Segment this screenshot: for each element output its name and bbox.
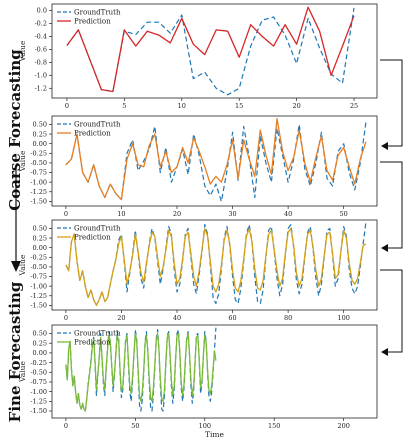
x-tick-label: 0 [64, 314, 68, 322]
y-tick-label: 0.00 [33, 244, 47, 252]
series-line-prediction [65, 118, 367, 201]
x-tick-label: 100 [337, 314, 349, 322]
legend-entry: GroundTruth [74, 329, 121, 337]
y-tick-label: -1.50 [30, 198, 47, 206]
x-tick-label: 40 [284, 210, 292, 218]
legend-entry: GroundTruth [74, 8, 121, 16]
y-tick-label: 0.25 [33, 130, 47, 138]
y-tick-label: -0.75 [30, 378, 47, 386]
x-tick-label: 50 [340, 210, 348, 218]
y-tick-label: 0.00 [33, 140, 47, 148]
flow-arrows [11, 59, 403, 356]
y-tick-label: -1.00 [30, 388, 47, 396]
x-tick-label: 25 [350, 102, 358, 110]
y-tick-label: -0.50 [30, 368, 47, 376]
y-tick-label: -0.6 [34, 46, 47, 54]
series-line-groundtruth [65, 222, 367, 306]
y-tick-label: -1.00 [30, 282, 47, 290]
legend-entry: GroundTruth [74, 120, 121, 128]
flow-arrowhead-1 [381, 142, 388, 150]
legend-entry: Prediction [74, 129, 111, 137]
x-tick-label: 100 [199, 422, 211, 430]
x-tick-label: 40 [173, 314, 181, 322]
y-tick-label: -0.50 [30, 159, 47, 167]
chart-panel-4: 0 50 100 150 200 0.500.25 0.00 -0.25-0.50 -0.75 -… [18, 324, 378, 439]
x-tick-label: 0 [64, 422, 68, 430]
y-axis-label: Value [18, 254, 27, 276]
x-tick-label: 150 [268, 422, 280, 430]
y-tick-label: -1.25 [30, 292, 47, 300]
y-tick-label: -0.4 [34, 33, 47, 41]
y-tick-label: 0.25 [33, 339, 47, 347]
y-tick-label: 0.50 [33, 225, 47, 233]
y-tick-label: -1.25 [30, 398, 47, 406]
legend-entry: Prediction [74, 233, 111, 241]
x-tick-label: 10 [117, 210, 125, 218]
x-tick-label: 10 [178, 102, 186, 110]
y-tick-label: -0.50 [30, 263, 47, 271]
y-axis-label: Value [18, 150, 27, 172]
x-tick-label: 0 [64, 210, 68, 218]
x-tick-label: 200 [337, 422, 349, 430]
y-tick-label: -0.75 [30, 273, 47, 281]
y-tick-label: 0.50 [33, 121, 47, 129]
side-label-fine: Fine Forecasting [6, 281, 24, 422]
y-tick-label: -0.2 [34, 20, 47, 28]
plot-frame [51, 3, 378, 99]
y-tick-label: -1.50 [30, 407, 47, 415]
x-tick-label: 20 [173, 210, 181, 218]
x-tick-label: 20 [292, 102, 300, 110]
x-axis-label: Time [205, 430, 225, 439]
y-axis-label: Value [18, 361, 27, 383]
y-tick-label: -1.25 [30, 188, 47, 196]
y-tick-label: 0.25 [33, 234, 47, 242]
chart-panel-2: 0 10 20 30 40 500.500.250.00-0.25-0.50-0.75-1… [18, 115, 378, 218]
x-tick-label: 60 [228, 314, 236, 322]
y-axis-label: Value [18, 40, 27, 62]
legend-entry: Prediction [74, 17, 111, 25]
x-tick-label: 80 [284, 314, 292, 322]
flow-connector-2 [380, 161, 403, 249]
x-tick-label: 50 [131, 422, 139, 430]
y-tick-label: 0.0 [37, 7, 47, 15]
flow-connector-1 [380, 59, 403, 147]
y-tick-label: -1.00 [30, 178, 47, 186]
series-line-prediction [65, 332, 217, 412]
y-tick-label: -0.25 [30, 254, 47, 262]
down-arrow-head [11, 261, 21, 272]
flow-arrowhead-3 [381, 348, 388, 356]
panels: 0 5 10 15 20 25 0.0 -0.2 -0.4 -0.6 -0.8 -1.0 -1.2 Val… [18, 3, 378, 439]
y-tick-label: -0.25 [30, 150, 47, 158]
x-tick-label: 20 [117, 314, 125, 322]
x-tick-label: 5 [122, 102, 126, 110]
chart-panel-1: 0 5 10 15 20 25 0.0 -0.2 -0.4 -0.6 -0.8 -1.0 -1.2 Val… [18, 3, 378, 110]
y-tick-label: 0.00 [33, 349, 47, 357]
y-tick-label: -0.25 [30, 359, 47, 367]
plot-frame [51, 115, 378, 207]
side-label-coarse: Coarse Forecasting [6, 49, 24, 211]
x-tick-label: 15 [235, 102, 243, 110]
chart-panel-3: 0 20 40 60 80 1000.500.250.00-0.25-0.50-0.75-… [18, 219, 378, 322]
y-tick-label: -1.50 [30, 302, 47, 310]
legend-entry: Prediction [74, 338, 111, 346]
flow-arrowhead-2 [381, 244, 388, 252]
legend-entry: GroundTruth [74, 224, 121, 232]
series-line-prediction [66, 6, 355, 93]
x-tick-label: 0 [65, 102, 69, 110]
y-tick-label: -0.75 [30, 169, 47, 177]
flow-connector-3 [380, 269, 403, 353]
x-tick-label: 30 [228, 210, 236, 218]
y-tick-label: -1.0 [34, 72, 47, 80]
series-line-prediction [65, 227, 367, 307]
y-tick-label: -1.2 [34, 84, 47, 92]
y-tick-label: -0.8 [34, 59, 47, 67]
y-tick-label: 0.50 [33, 330, 47, 338]
